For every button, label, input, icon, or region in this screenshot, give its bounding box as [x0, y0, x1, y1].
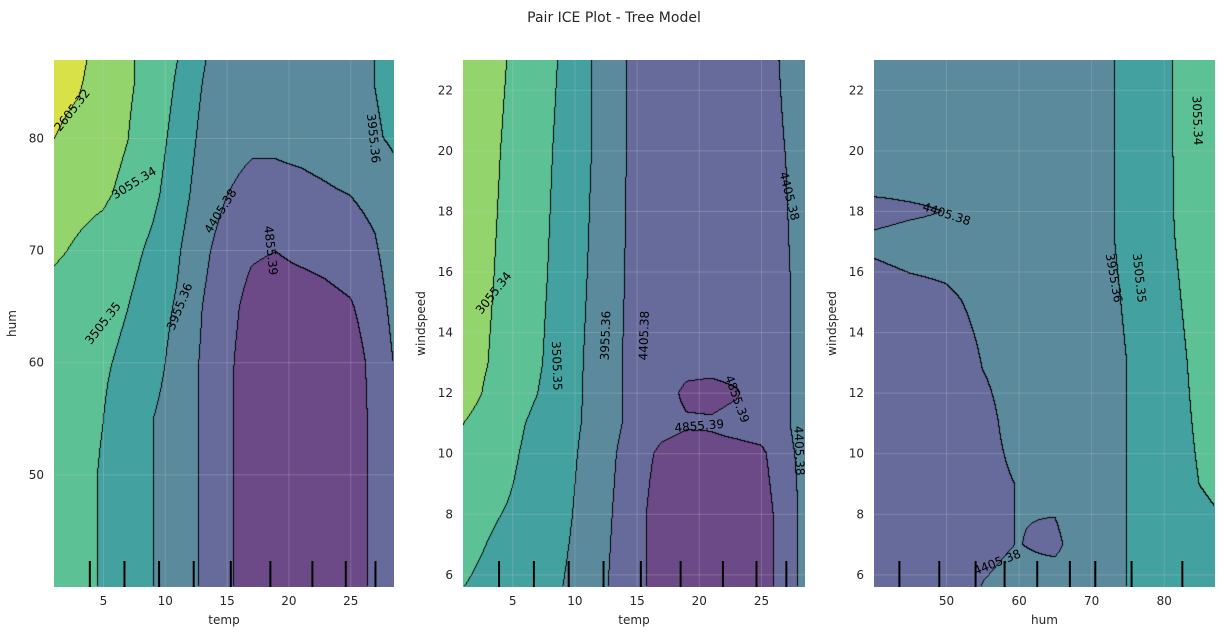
y-tick-label: 16 — [438, 265, 453, 279]
contour-label: 3505.35 — [1130, 253, 1149, 304]
contour-fill — [463, 60, 805, 587]
contour-label: 3055.34 — [1189, 96, 1205, 146]
y-tick-label: 6 — [445, 568, 453, 582]
contour-label: 3955.36 — [598, 311, 614, 361]
x-axis-label: hum — [1031, 613, 1058, 627]
x-axis-label: temp — [618, 613, 649, 627]
x-tick-label: 5 — [509, 594, 517, 608]
x-tick-label: 25 — [754, 594, 769, 608]
x-tick-label: 20 — [692, 594, 707, 608]
y-tick-label: 50 — [29, 468, 44, 482]
x-tick-label: 80 — [1157, 594, 1172, 608]
y-axis-label: windspeed — [825, 291, 839, 356]
x-tick-label: 15 — [629, 594, 644, 608]
x-tick-label: 15 — [219, 594, 234, 608]
y-tick-label: 14 — [849, 326, 864, 340]
y-tick-label: 18 — [849, 204, 864, 218]
contour-label: 4405.38 — [791, 426, 807, 476]
y-axis-label: hum — [5, 310, 19, 337]
y-tick-label: 22 — [438, 83, 453, 97]
y-tick-label: 20 — [438, 144, 453, 158]
y-tick-label: 8 — [856, 507, 864, 521]
x-axis-label: temp — [208, 613, 239, 627]
x-tick-label: 5 — [100, 594, 108, 608]
figure-title: Pair ICE Plot - Tree Model — [527, 10, 701, 26]
x-tick-label: 60 — [1011, 594, 1026, 608]
x-tick-label: 20 — [281, 594, 296, 608]
y-tick-label: 6 — [856, 568, 864, 582]
y-tick-label: 10 — [849, 447, 864, 461]
x-tick-label: 10 — [567, 594, 582, 608]
x-tick-label: 70 — [1084, 594, 1099, 608]
y-axis-label: windspeed — [414, 291, 428, 356]
contour-label: 4855.39 — [261, 225, 280, 276]
x-tick-label: 10 — [158, 594, 173, 608]
contour-label: 4855.39 — [674, 417, 725, 435]
contour-fill — [54, 60, 394, 587]
x-tick-label: 50 — [939, 594, 954, 608]
y-tick-label: 22 — [849, 83, 864, 97]
contour-label: 3955.36 — [364, 113, 383, 164]
y-tick-label: 10 — [438, 447, 453, 461]
y-tick-label: 12 — [438, 386, 453, 400]
contour-fill — [874, 60, 1215, 587]
y-tick-label: 70 — [29, 244, 44, 258]
y-tick-label: 16 — [849, 265, 864, 279]
y-tick-label: 80 — [29, 131, 44, 145]
y-tick-label: 12 — [849, 386, 864, 400]
y-tick-label: 20 — [849, 144, 864, 158]
contour-label: 3505.35 — [549, 341, 565, 391]
y-tick-label: 60 — [29, 356, 44, 370]
y-tick-label: 18 — [438, 204, 453, 218]
y-tick-label: 8 — [445, 507, 453, 521]
x-tick-label: 25 — [343, 594, 358, 608]
y-tick-label: 14 — [438, 326, 453, 340]
contour-label: 4405.38 — [636, 311, 652, 361]
